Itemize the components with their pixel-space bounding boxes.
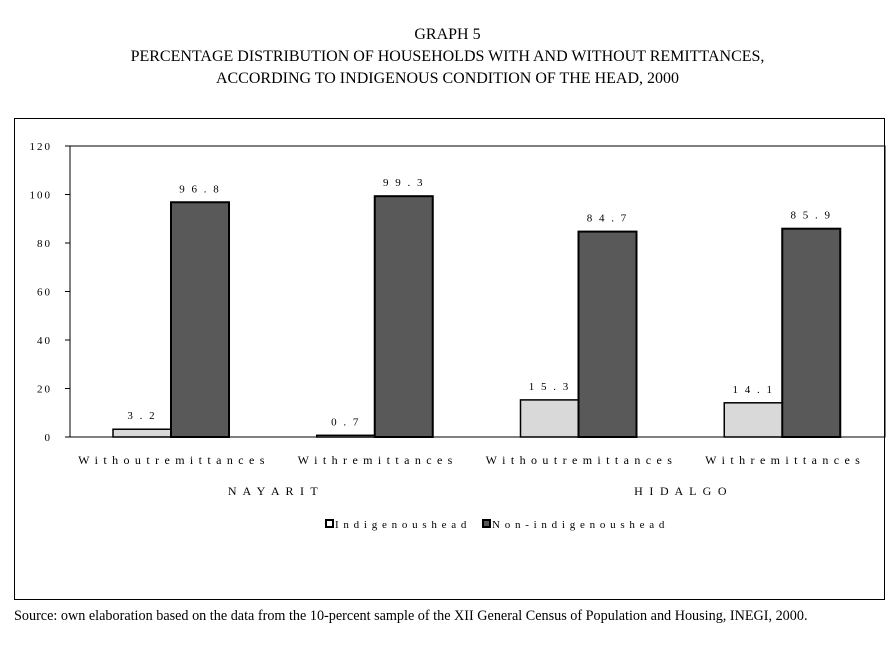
bar	[519, 399, 580, 438]
x-tick-label: W i t h r e m i t t a n c e s	[298, 453, 454, 467]
data-label: 1 5 . 3	[529, 381, 571, 393]
legend-swatch	[325, 519, 334, 528]
bar	[316, 434, 376, 438]
y-tick-label: 40	[37, 335, 52, 347]
chart-title-line-1: PERCENTAGE DISTRIBUTION OF HOUSEHOLDS WI…	[130, 48, 765, 65]
y-tick-label: 60	[37, 287, 52, 299]
data-label: 9 6 . 8	[179, 183, 221, 195]
bar	[723, 402, 783, 438]
chart-title-line-2: ACCORDING TO INDIGENOUS CONDITION OF THE…	[215, 70, 680, 87]
bar	[781, 227, 842, 438]
data-label: 0 . 7	[331, 416, 360, 428]
x-tick-label: W i t h r e m i t t a n c e s	[705, 453, 861, 467]
y-tick-label: 120	[30, 141, 53, 153]
group-label: N A Y A R I T	[228, 484, 320, 498]
x-tick-label: W i t h o u t r e m i t t a n c e s	[78, 453, 265, 467]
x-tick-label: W i t h o u t r e m i t t a n c e s	[486, 453, 673, 467]
data-label: 1 4 . 1	[733, 384, 775, 396]
data-label: 9 9 . 3	[383, 177, 425, 189]
legend-swatch	[482, 519, 491, 528]
bar	[112, 428, 172, 438]
data-label: 8 4 . 7	[587, 213, 629, 225]
y-tick-label: 100	[30, 190, 53, 202]
chart-title-block: GRAPH 5 PERCENTAGE DISTRIBUTION OF HOUSE…	[0, 24, 895, 90]
legend-label: I n d i g e n o u s h e a d	[335, 519, 467, 531]
legend-label: N o n - i n d i g e n o u s h e a d	[492, 519, 665, 531]
bar	[373, 195, 434, 438]
data-label: 3 . 2	[127, 410, 156, 422]
data-label: 8 5 . 9	[791, 210, 833, 222]
graph-number: GRAPH 5	[414, 26, 481, 43]
y-tick-label: 80	[37, 238, 52, 250]
group-label: H I D A L G O	[634, 484, 728, 498]
y-tick-label: 0	[45, 432, 53, 444]
bar	[170, 201, 230, 438]
bar	[577, 230, 638, 438]
y-tick-label: 20	[37, 384, 52, 396]
source-note: Source: own elaboration based on the dat…	[14, 608, 808, 624]
